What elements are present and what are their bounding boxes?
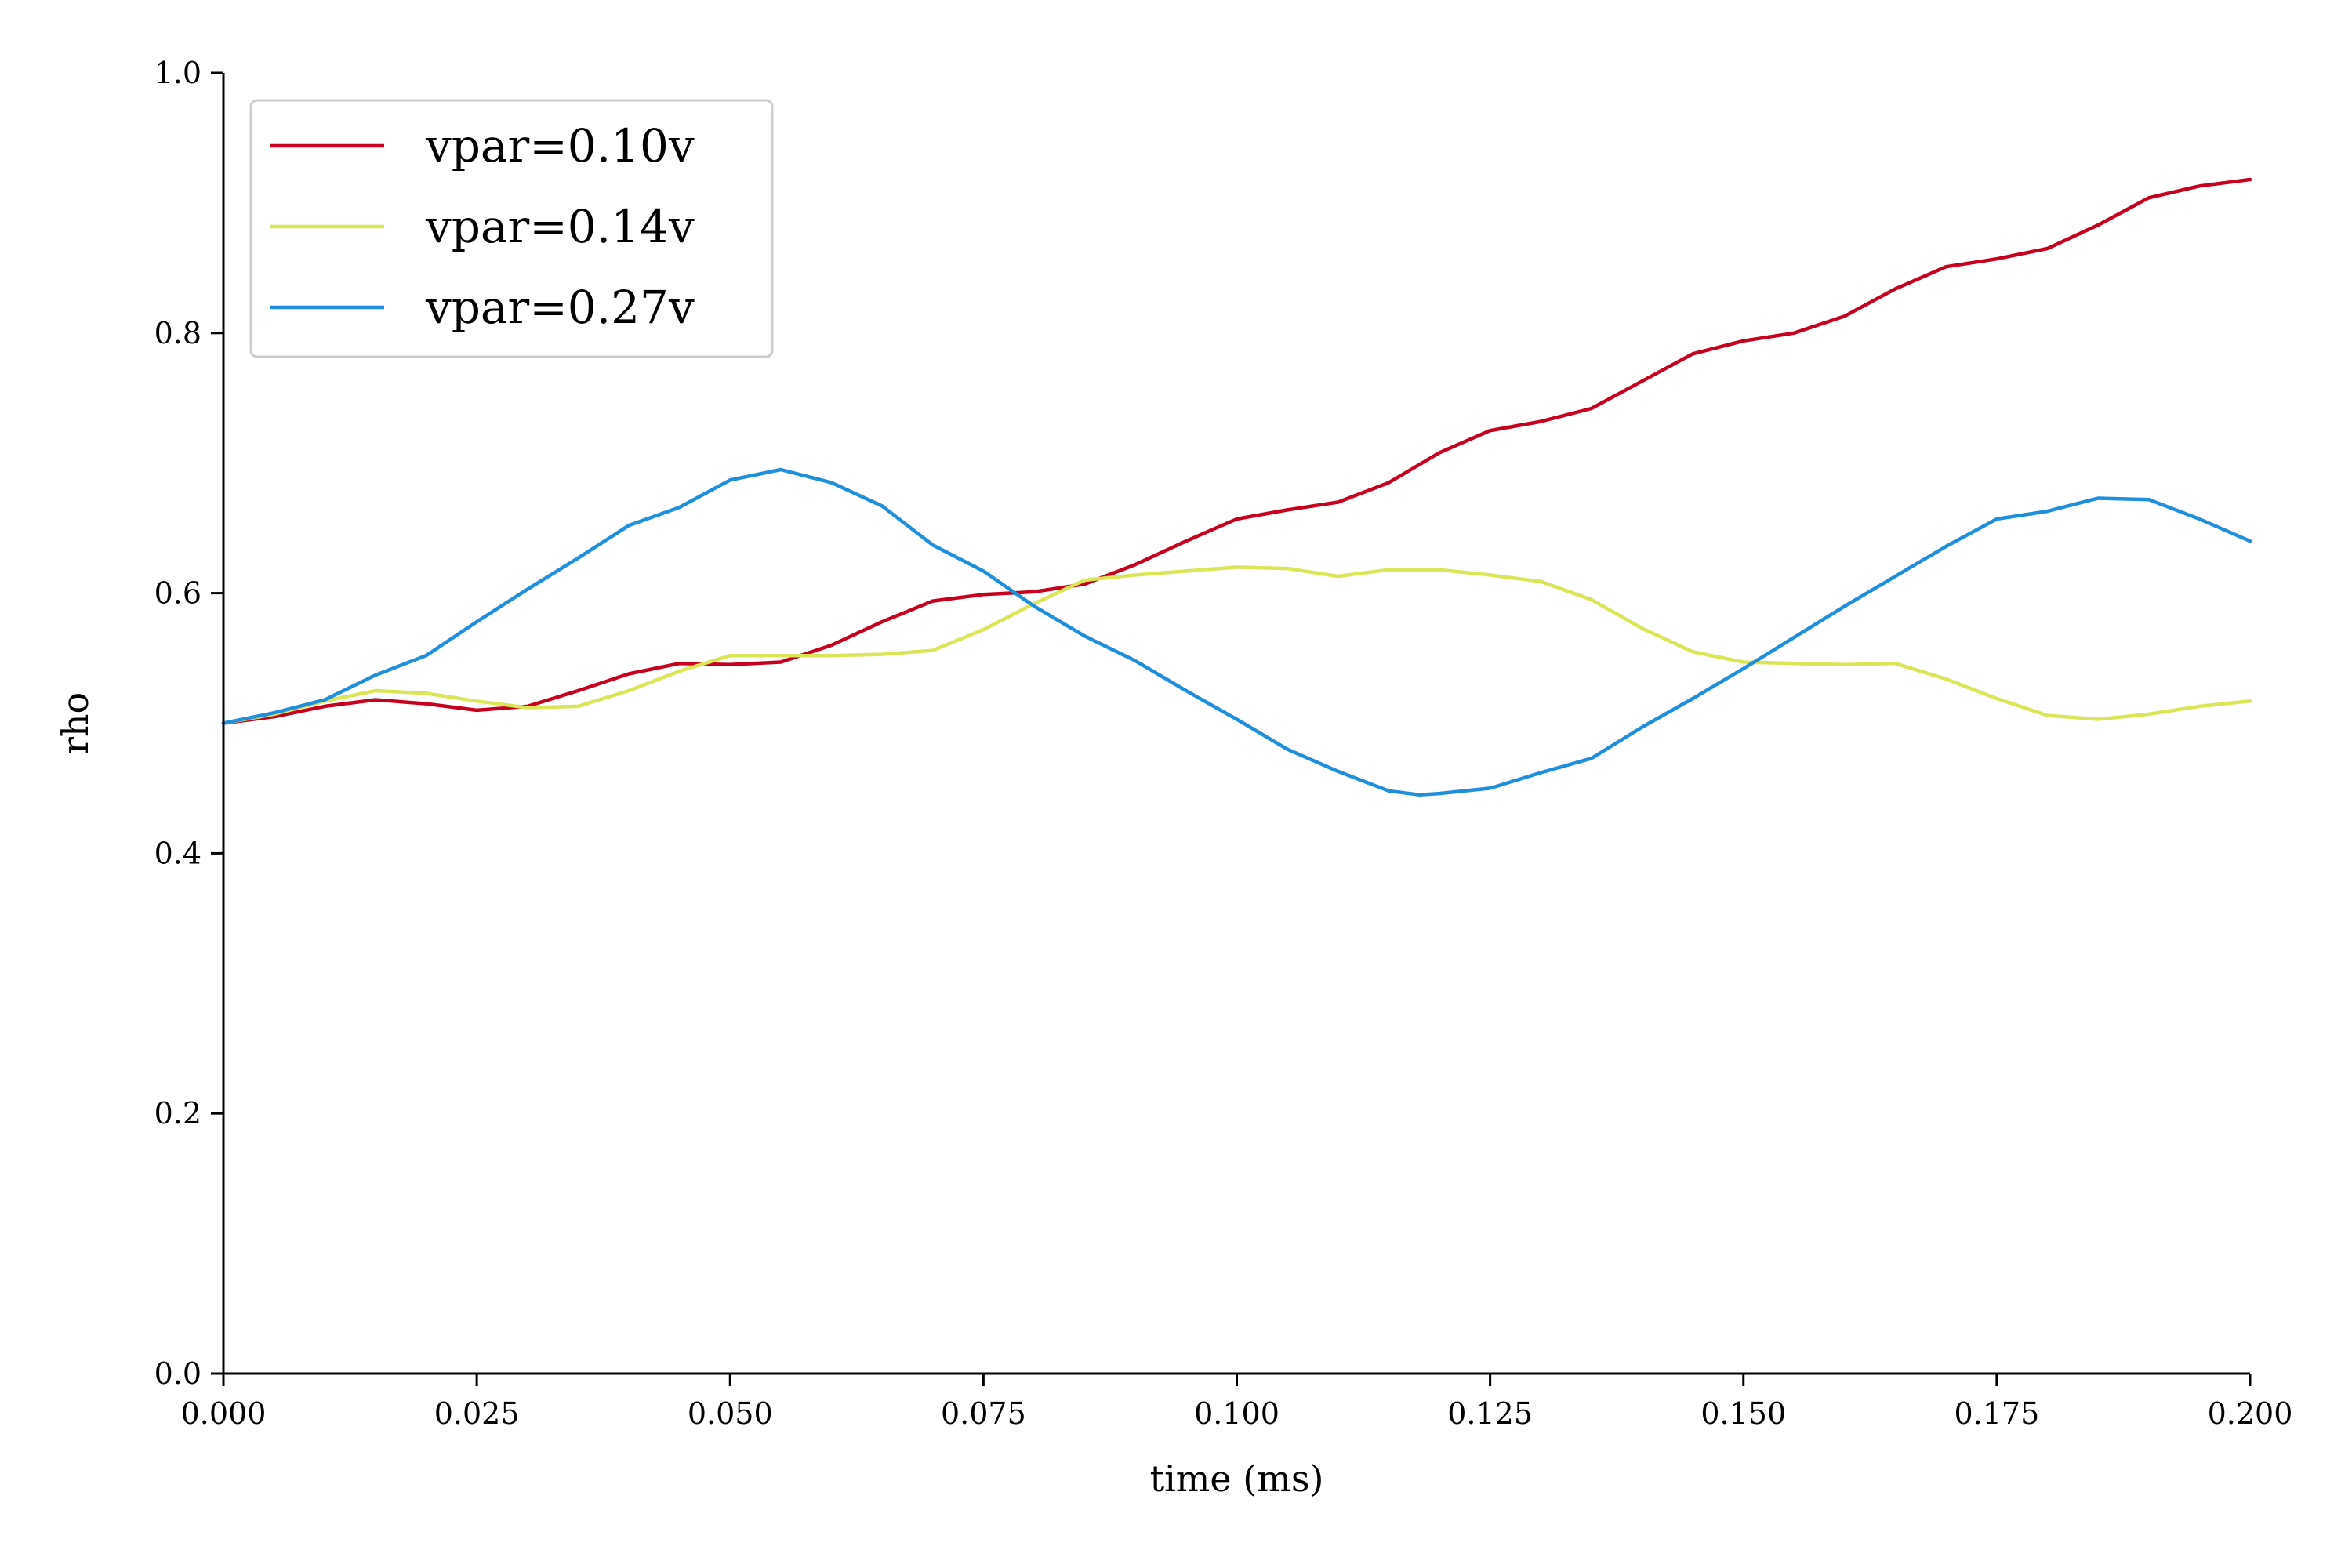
series-line-1 <box>221 177 2252 725</box>
legend-label-2: vpar=0.14v <box>425 200 695 253</box>
y-tick-label: 0.8 <box>154 316 201 350</box>
legend-label-1: vpar=0.10v <box>425 119 695 172</box>
x-tick-label: 0.150 <box>1700 1396 1786 1431</box>
series-line-3 <box>221 467 2252 797</box>
x-axis-label: time (ms) <box>1150 1457 1324 1500</box>
x-tick-label: 0.075 <box>941 1396 1026 1431</box>
x-tick-label: 0.200 <box>2208 1396 2293 1431</box>
x-axis-ticks: 0.000 0.025 0.050 0.075 0.100 0.125 0.150 0.175… <box>181 1374 2293 1431</box>
legend-frame <box>249 99 774 358</box>
y-tick-label: 0.0 <box>154 1356 201 1391</box>
y-axis-ticks: 0.0 0.2 0.4 0.6 0.8 1.0 <box>154 56 223 1391</box>
series-layer <box>221 177 2252 797</box>
y-tick-label: 0.4 <box>154 836 201 870</box>
series-line-2 <box>221 565 2252 725</box>
y-tick-label: 0.2 <box>154 1096 201 1131</box>
y-axis-label: rho <box>54 692 96 754</box>
legend: vpar=0.10v vpar=0.14v vpar=0.27v <box>249 99 774 358</box>
x-tick-label: 0.025 <box>434 1396 520 1431</box>
x-tick-label: 0.100 <box>1194 1396 1279 1431</box>
x-tick-label: 0.175 <box>1954 1396 2039 1431</box>
x-tick-label: 0.050 <box>688 1396 773 1431</box>
x-tick-label: 0.000 <box>181 1396 267 1431</box>
legend-label-3: vpar=0.27v <box>425 281 695 334</box>
y-tick-label: 1.0 <box>154 56 201 90</box>
y-tick-label: 0.6 <box>154 576 201 611</box>
x-tick-label: 0.125 <box>1447 1396 1533 1431</box>
